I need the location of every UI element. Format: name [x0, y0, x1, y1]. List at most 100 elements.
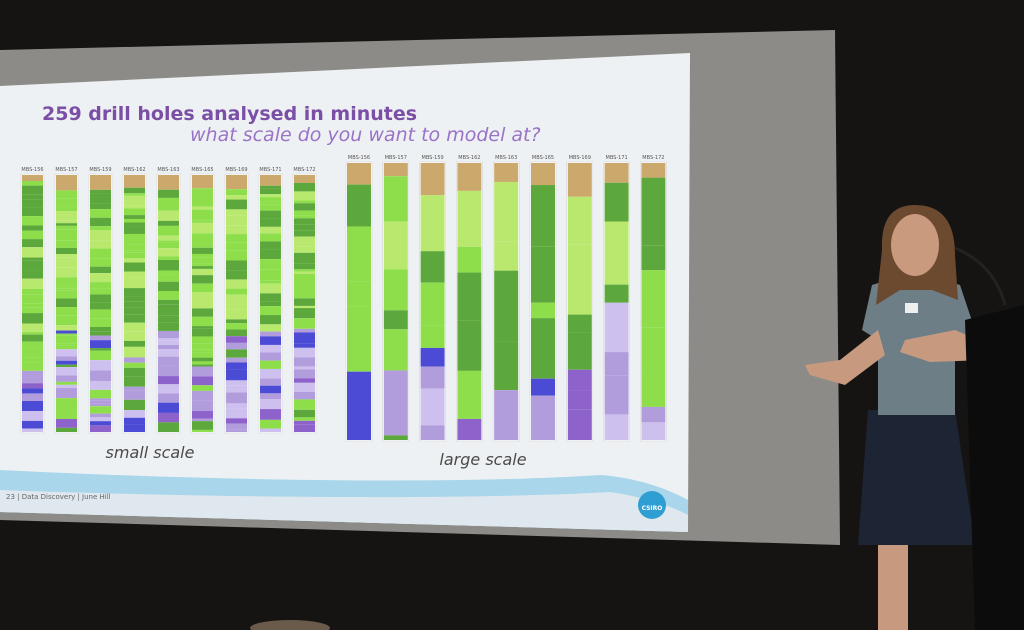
band [22, 260, 43, 271]
band [158, 210, 179, 221]
band [158, 242, 179, 249]
band [90, 350, 111, 361]
band [604, 352, 629, 376]
band [90, 389, 111, 399]
band [260, 194, 281, 198]
slide-title: 259 drill holes analysed in minutes [42, 103, 417, 125]
band [641, 368, 666, 407]
band [22, 388, 43, 394]
band [192, 197, 213, 207]
band [56, 229, 77, 241]
slide-footer-band [0, 490, 688, 532]
band [294, 318, 315, 329]
band [226, 392, 247, 400]
band [226, 403, 247, 409]
band [158, 422, 179, 432]
band [56, 254, 77, 258]
band [531, 302, 555, 319]
band [90, 302, 111, 310]
band [56, 257, 77, 268]
band [226, 209, 247, 216]
band [641, 327, 666, 369]
arm-left [805, 330, 885, 385]
band [22, 303, 43, 308]
band [90, 421, 111, 426]
band [90, 294, 111, 303]
band [260, 259, 281, 270]
band [158, 349, 179, 357]
band [22, 323, 43, 333]
band [192, 364, 213, 367]
band [260, 218, 281, 227]
band [124, 195, 145, 206]
band [124, 226, 145, 234]
band [158, 281, 179, 291]
band [56, 211, 77, 221]
band [158, 376, 179, 385]
band [158, 384, 179, 394]
band [226, 323, 247, 330]
band [260, 331, 281, 337]
band [260, 249, 281, 260]
band [90, 425, 111, 432]
band [22, 307, 43, 314]
band [192, 188, 213, 198]
band [494, 241, 519, 271]
band [158, 259, 179, 271]
band [226, 301, 247, 310]
band [158, 304, 179, 316]
band [90, 203, 111, 210]
band [22, 225, 43, 231]
band [294, 308, 315, 319]
band [226, 309, 247, 320]
band [494, 270, 519, 342]
band [22, 428, 43, 432]
band [56, 418, 77, 428]
band [192, 263, 213, 267]
band [22, 341, 43, 348]
band [192, 247, 213, 254]
band [226, 215, 247, 226]
band [192, 352, 213, 358]
band [192, 316, 213, 327]
band [56, 330, 77, 334]
band [294, 409, 315, 418]
band [124, 390, 145, 400]
band [457, 320, 482, 371]
band [294, 246, 315, 253]
band [56, 375, 77, 382]
band [124, 410, 145, 418]
band [604, 221, 629, 285]
band [383, 329, 408, 371]
band [158, 322, 179, 331]
band [294, 218, 315, 225]
band [192, 421, 213, 430]
band [294, 203, 315, 211]
hole-label: MBS-165 [532, 155, 554, 161]
band [604, 163, 629, 183]
band [90, 398, 111, 401]
band [192, 400, 213, 412]
band [90, 340, 111, 349]
band [90, 309, 111, 319]
band [294, 366, 315, 370]
band [226, 336, 247, 343]
band [192, 349, 213, 353]
hole-label: MBS-165 [191, 167, 213, 173]
band [531, 185, 555, 247]
band [22, 239, 43, 248]
band [294, 305, 315, 309]
band [90, 266, 111, 274]
band [56, 325, 77, 331]
logo-badge [638, 491, 666, 519]
band [294, 347, 315, 358]
band [90, 230, 111, 241]
band [22, 357, 43, 363]
band [641, 245, 666, 271]
band [226, 319, 247, 324]
band [641, 163, 666, 178]
hole-label: MBS-156 [21, 167, 43, 173]
band [124, 205, 145, 209]
band [22, 383, 43, 389]
hole-label: MBS-157 [55, 167, 77, 173]
